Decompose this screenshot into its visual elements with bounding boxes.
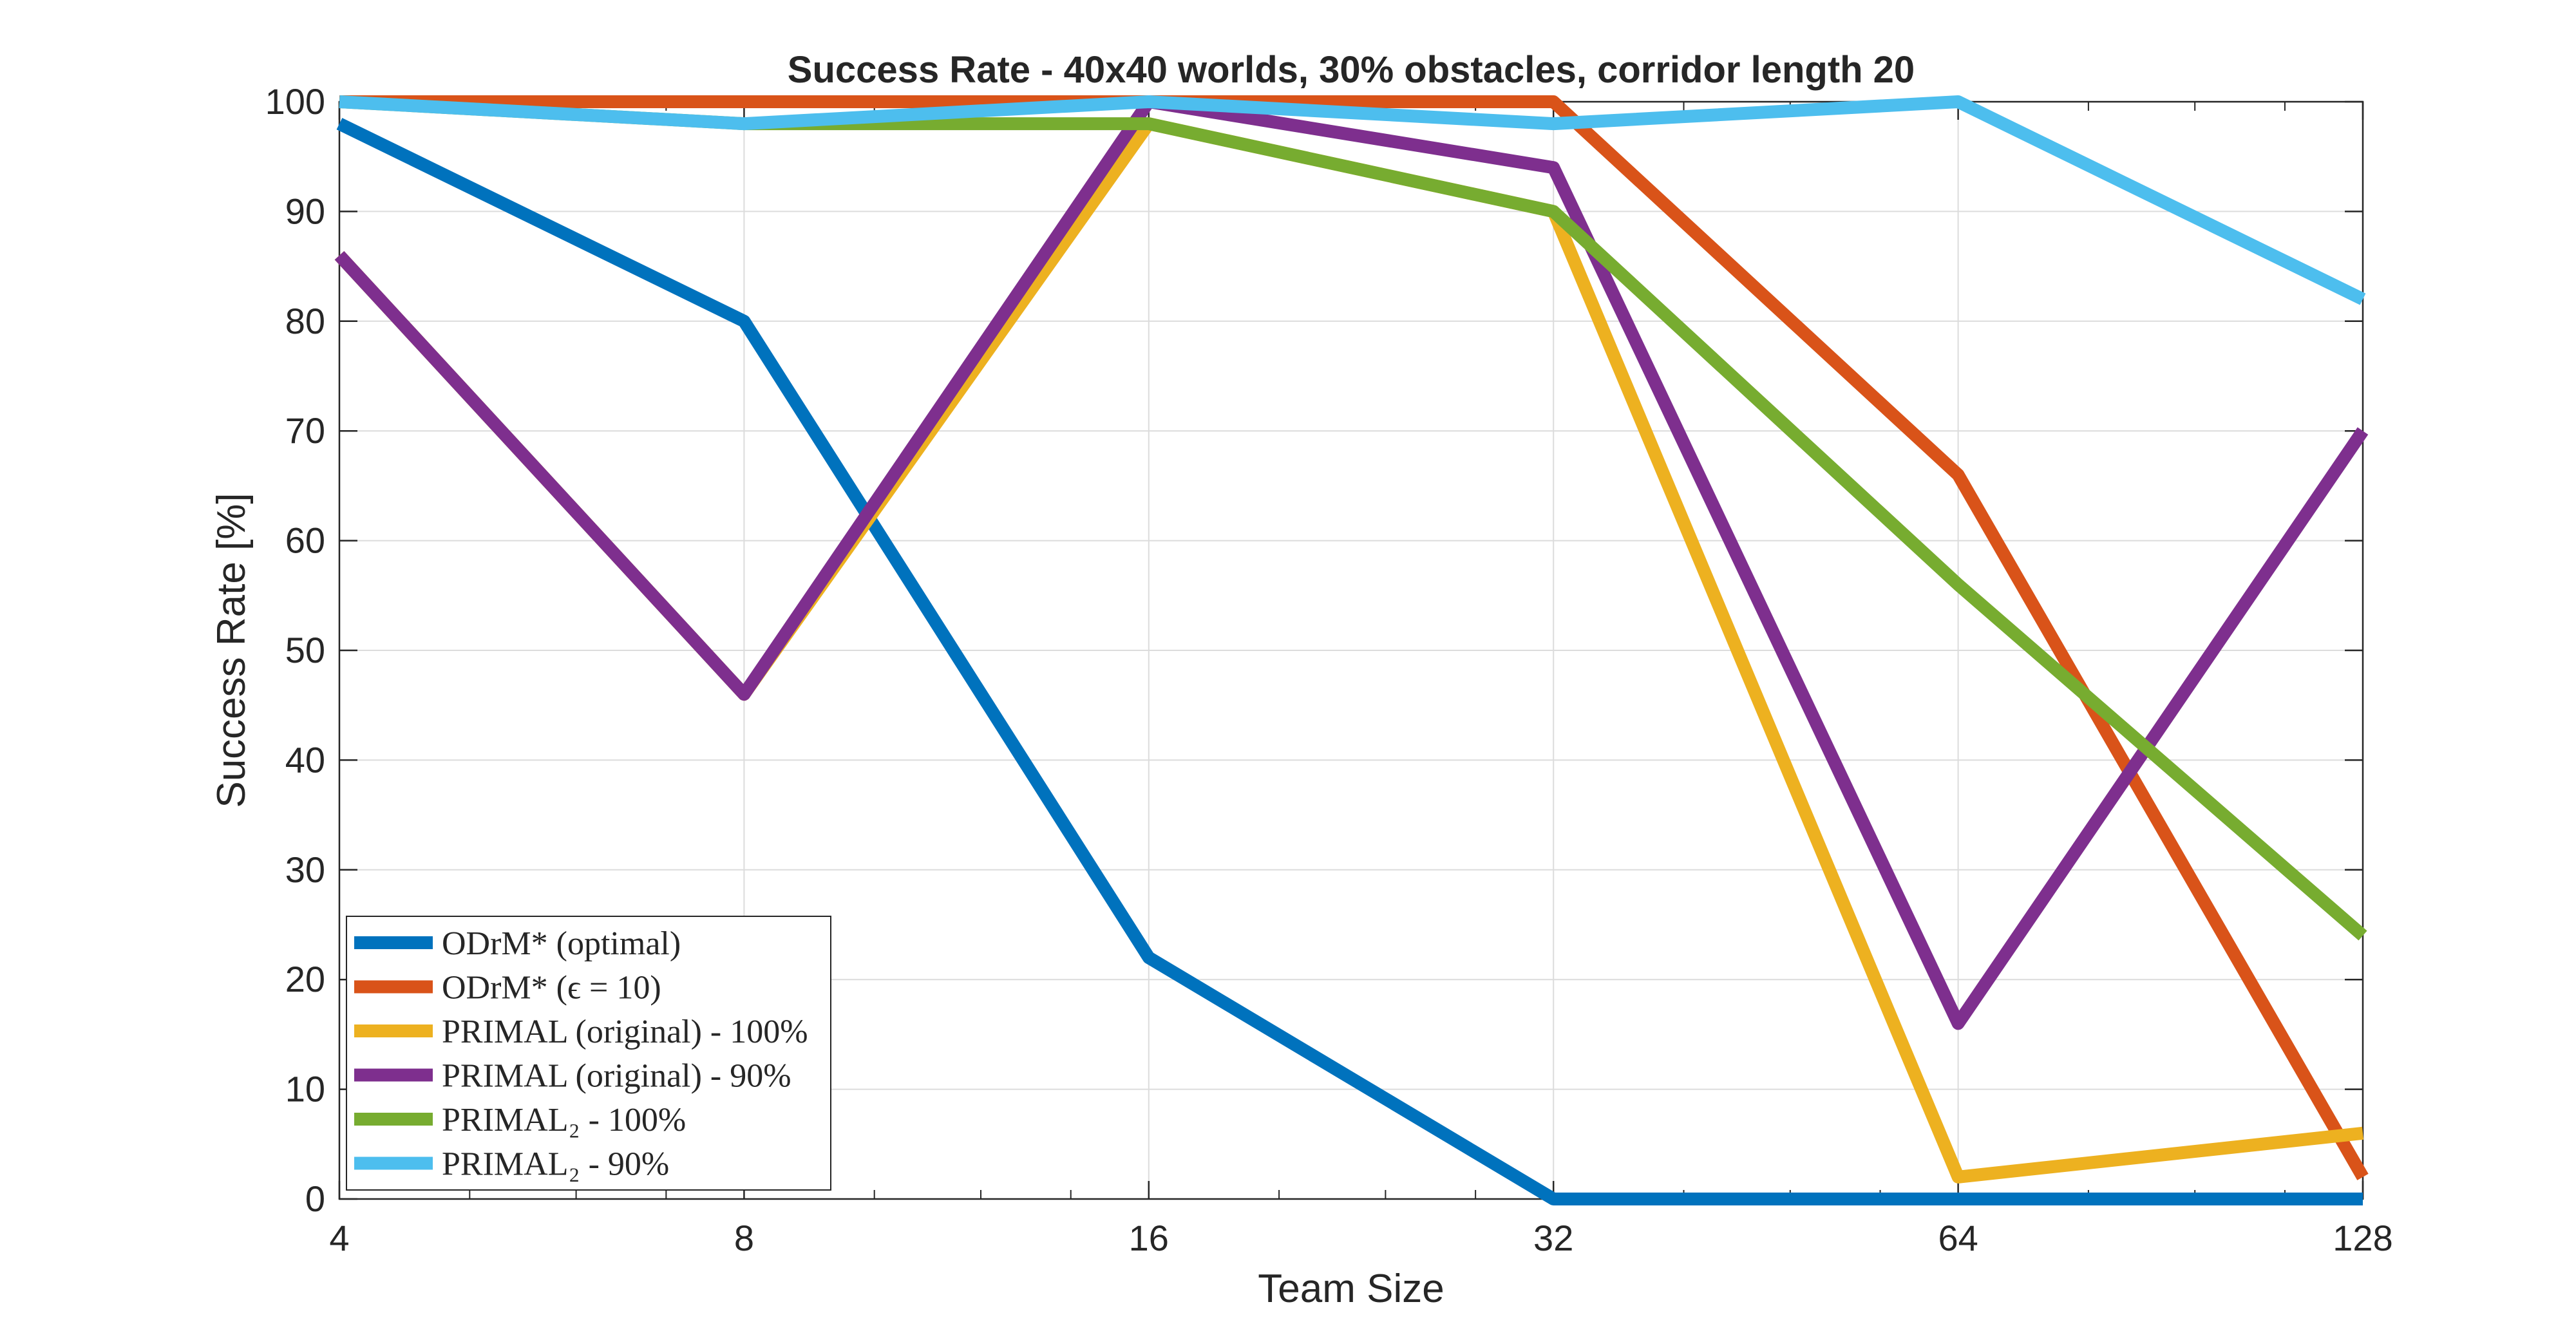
x-tick-label: 64 bbox=[1938, 1218, 1978, 1258]
legend-label-2: ODrM* (ϵ = 10) bbox=[442, 970, 661, 1006]
y-tick-label: 100 bbox=[265, 81, 325, 122]
y-tick-label: 20 bbox=[285, 959, 325, 999]
chart-title: Success Rate - 40x40 worlds, 30% obstacl… bbox=[788, 49, 1915, 91]
y-tick-label: 80 bbox=[285, 301, 325, 341]
legend: ODrM* (optimal) ODrM* (ϵ = 10) PRIMAL (ori… bbox=[346, 916, 831, 1191]
series-line-1 bbox=[336, 118, 2363, 1205]
series-line-2 bbox=[339, 95, 2369, 1180]
y-tick-label: 60 bbox=[285, 520, 325, 561]
series-line-4 bbox=[334, 95, 2369, 1030]
y-tick-label: 0 bbox=[305, 1178, 325, 1219]
x-tick-label: 8 bbox=[734, 1218, 754, 1258]
y-tick-label: 30 bbox=[285, 849, 325, 890]
legend-label-6: PRIMAL₂ - 90% bbox=[442, 1146, 669, 1183]
y-tick-label: 10 bbox=[285, 1069, 325, 1109]
legend-label-3: PRIMAL (original) - 100% bbox=[442, 1014, 808, 1050]
x-tick-label: 4 bbox=[329, 1218, 349, 1258]
y-tick-label: 40 bbox=[285, 739, 325, 780]
legend-label-1: ODrM* (optimal) bbox=[442, 925, 681, 962]
x-tick-label: 128 bbox=[2333, 1218, 2392, 1258]
y-tick-label: 50 bbox=[285, 630, 325, 670]
legend-label-5: PRIMAL₂ - 100% bbox=[442, 1102, 686, 1138]
legend-label-4: PRIMAL (original) - 90% bbox=[442, 1058, 791, 1095]
x-tick-label: 16 bbox=[1129, 1218, 1169, 1258]
series-lines bbox=[334, 95, 2369, 1205]
legend-box bbox=[346, 916, 831, 1191]
x-tick-label: 32 bbox=[1533, 1218, 1573, 1258]
y-tick-label: 70 bbox=[285, 410, 325, 451]
x-axis-label: Team Size bbox=[1258, 1267, 1444, 1311]
y-axis-label: Success Rate [%] bbox=[209, 493, 254, 807]
y-tick-label: 90 bbox=[285, 191, 325, 231]
series-line-6 bbox=[339, 95, 2366, 305]
